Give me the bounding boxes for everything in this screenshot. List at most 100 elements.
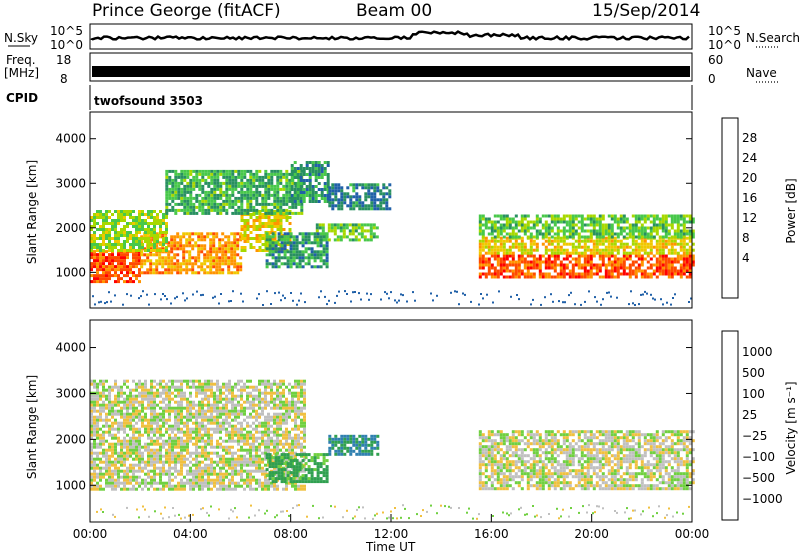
data-cell [357,238,361,242]
data-cell [150,448,153,452]
data-cell [243,196,247,200]
data-cell [153,460,156,464]
data-cell [165,439,168,443]
data-cell [276,199,280,203]
data-cell [108,469,111,473]
data-cell [499,217,503,221]
data-cell [280,262,284,266]
data-cell [210,406,213,410]
data-cell [655,260,659,264]
data-cell [326,176,330,179]
beam-title: Beam 00 [356,1,433,21]
data-cell [207,418,210,422]
data-cell [132,249,135,252]
data-cell [96,256,99,260]
data-cell [487,217,491,221]
data-cell [679,266,683,270]
data-cell [142,290,144,293]
data-cell [132,475,135,479]
data-cell [277,247,281,251]
data-cell [171,382,174,386]
data-cell [228,202,232,206]
data-cell [176,244,180,248]
data-cell [186,184,190,188]
data-cell [240,421,243,425]
data-cell [102,436,105,440]
data-cell [379,189,383,193]
data-cell [153,478,156,482]
data-cell [159,481,162,485]
data-cell [562,263,566,267]
data-cell [96,400,99,404]
data-cell [209,247,213,251]
data-cell [634,226,638,230]
data-cell [189,469,192,473]
data-cell [111,406,114,410]
data-cell [186,211,190,215]
data-cell [249,406,252,410]
data-cell [240,484,243,488]
data-cell [123,391,126,395]
data-cell [147,228,150,231]
data-cell [334,192,338,196]
data-cell [255,175,259,179]
data-cell [129,213,132,216]
data-cell [221,247,225,251]
data-cell [186,436,189,440]
data-cell [613,266,617,270]
data-cell [271,253,275,257]
data-cell [141,424,144,428]
data-cell [162,388,165,392]
data-cell [556,272,560,276]
data-cell [541,254,545,258]
data-cell [111,424,114,428]
data-cell [168,469,171,473]
data-cell [192,181,196,185]
data-cell [210,388,213,392]
data-cell [478,232,482,236]
data-cell [108,237,111,240]
data-cell [571,220,575,224]
data-cell [93,243,96,246]
data-cell [505,269,509,273]
data-cell [568,214,572,218]
data-cell [538,269,542,273]
data-cell [249,457,252,461]
data-cell [240,292,242,295]
data-cell [622,242,626,246]
data-cell [285,184,289,188]
data-cell [646,292,648,295]
data-cell [607,248,611,252]
data-cell [192,475,195,479]
data-cell [135,442,138,446]
data-cell [583,248,587,252]
data-cell [243,382,246,386]
data-cell [114,268,117,272]
data-cell [152,271,156,275]
data-cell [99,445,102,449]
data-cell [126,445,129,449]
data-cell [544,296,546,299]
data-cell [108,409,111,413]
data-cell [243,225,247,228]
data-cell [204,385,207,389]
data-cell [156,481,159,485]
data-cell [640,235,644,239]
data-cell [249,231,253,234]
data-cell [99,469,102,473]
data-cell [230,256,234,260]
data-cell [331,198,335,202]
data-cell [297,178,301,182]
data-cell [123,243,126,246]
data-cell [102,451,105,455]
data-cell [174,412,177,416]
data-cell [233,247,237,251]
data-cell [195,199,199,203]
data-cell [197,244,201,248]
data-cell [224,235,228,239]
data-cell [249,205,253,209]
data-cell [358,195,362,199]
data-cell [201,388,204,392]
data-cell [141,457,144,461]
data-cell [233,238,237,242]
